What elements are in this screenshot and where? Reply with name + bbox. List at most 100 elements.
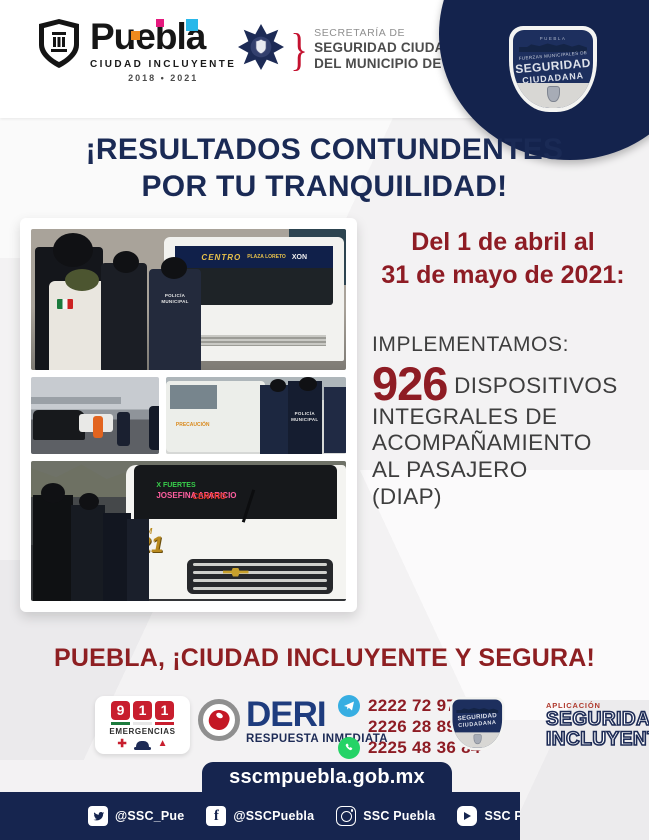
app-label: APLICACIÓN (546, 701, 601, 710)
twitter-icon[interactable] (88, 806, 108, 826)
skyline-silhouette (519, 43, 587, 52)
puebla-shield-icon (36, 18, 82, 75)
digit-1: 1 (155, 701, 174, 720)
social-bar: @SSC_Pue f @SSCPuebla SSC Puebla SSC P (0, 792, 520, 840)
youtube-handle[interactable]: SSC P (484, 809, 520, 823)
ssc-line1: SECRETARÍA DE (314, 27, 406, 40)
facebook-icon[interactable]: f (206, 806, 227, 826)
fire-alert-icon: ▲ (157, 738, 168, 749)
puebla-logo: Puebla CIUDAD INCLUYENTE 2018 • 2021 (36, 18, 236, 83)
mini-police-badge-icon (546, 86, 560, 102)
vest-text: POLICÍA MUNICIPAL (161, 293, 189, 304)
social-instagram[interactable]: SSC Puebla (336, 806, 435, 826)
officer-silhouette (324, 387, 346, 454)
officer-silhouette (149, 405, 159, 450)
photo-street-operation (31, 377, 159, 454)
helmet (41, 482, 65, 503)
bus-route-sign: CENTRO (192, 492, 227, 502)
seguridad-ciudadana-shield: PUEBLA FUERZAS MUNICIPALES DE SEGURIDAD … (509, 26, 597, 112)
cap (299, 377, 318, 392)
officer-silhouette (101, 263, 147, 371)
officer-silhouette (288, 381, 323, 454)
headline: ¡RESULTADOS CONTUNDENTES POR TU TRANQUIL… (85, 133, 564, 203)
deri-name: DERI (246, 695, 327, 734)
shield-bottom-band (513, 83, 593, 108)
instagram-icon[interactable] (336, 806, 357, 826)
seguridad-incluyente-app: SEGURIDAD CIUDADANA APLICACIÓN SEGURIDAD… (450, 697, 649, 783)
green-scarf (65, 269, 99, 291)
emergencias-label: EMERGENCIAS (109, 726, 176, 736)
cap (161, 257, 187, 279)
website-tab[interactable]: sscmpuebla.gob.mx (202, 762, 452, 792)
accent-square-pink (156, 19, 164, 27)
puebla-years: 2018 • 2021 (128, 73, 199, 83)
cap (270, 379, 287, 393)
vest-text: POLICÍA MUNICIPAL (291, 411, 319, 422)
social-youtube[interactable]: SSC P (457, 806, 520, 826)
deri-logo: DERI RESPUESTA INMEDIATA (198, 695, 388, 745)
digit-1: 1 (133, 701, 152, 720)
officer-silhouette (259, 385, 290, 454)
bus-shape: PRECAUCIÓN (166, 381, 265, 452)
photo-officers-by-bus: PRECAUCIÓN POLICÍA MUNICIPAL (166, 377, 346, 454)
photo-bus-front: X FUERTES JOSEFINA APARICIO CENTRO RM 21 (31, 460, 346, 601)
digit-9: 9 (111, 701, 130, 720)
officer-white-jacket (49, 281, 107, 371)
police-cap-icon (133, 740, 151, 750)
app-name-line1: SEGURIDAD (545, 709, 649, 730)
whatsapp-icon (338, 736, 360, 759)
helmet (53, 233, 93, 267)
shield-puebla-label: PUEBLA (539, 36, 567, 41)
stats-intro: IMPLEMENTAMOS: (372, 333, 570, 356)
bus-route-sign: JOSEFINA APARICIO (156, 491, 237, 501)
app-shield-icon: SEGURIDAD CIUDADANA (450, 697, 505, 751)
social-facebook[interactable]: f @SSCPuebla (206, 806, 314, 826)
bus-shape: X FUERTES JOSEFINA APARICIO CENTRO RM 21 (125, 464, 346, 600)
cap (79, 492, 99, 510)
bus-route-sign: CENTRO (201, 252, 242, 262)
red-brace-glyph: } (290, 23, 308, 75)
stats-block: 926 DISPOSITIVOS INTEGRALES DE ACOMPAÑAM… (372, 360, 636, 510)
instagram-handle[interactable]: SSC Puebla (363, 809, 436, 823)
emergency-911-logo: 9 1 1 EMERGENCIAS ✚ ▲ (95, 696, 190, 754)
accent-square-orange (131, 31, 140, 40)
officer-silhouette (33, 494, 73, 601)
bus-route-sign: X FUERTES (156, 482, 196, 490)
officer-silhouette (103, 512, 131, 601)
helmet (113, 251, 139, 273)
stat-number: 926 (372, 357, 448, 410)
bus-caution-text: PRECAUCIÓN (175, 422, 210, 429)
overpass (31, 397, 121, 404)
social-twitter[interactable]: @SSC_Pue (88, 806, 184, 826)
deri-target-icon (198, 699, 240, 741)
telegram-icon (338, 694, 360, 717)
bus-route-sign: PLAZA LORETO (247, 254, 286, 260)
bus-route-sign: XON (291, 253, 307, 261)
facebook-handle[interactable]: @SSCPuebla (233, 809, 315, 823)
phone-number: 2225 48 36 84 (368, 737, 481, 757)
officer-silhouette (149, 269, 201, 371)
accent-square-cyan (186, 19, 198, 31)
puebla-tagline: CIUDAD INCLUYENTE (90, 59, 237, 70)
mexico-flag-patch (57, 299, 73, 309)
orange-vest-figure (93, 415, 103, 438)
date-range: Del 1 de abril al 31 de mayo de 2021: (381, 228, 625, 289)
slogan: PUEBLA, ¡CIUDAD INCLUYENTE Y SEGURA! (53, 644, 596, 672)
youtube-icon[interactable] (457, 806, 478, 826)
medical-cross-icon: ✚ (117, 737, 127, 750)
puebla-wordmark: Puebla CIUDAD INCLUYENTE 2018 • 2021 (90, 18, 236, 83)
stat-description: DISPOSITIVOS INTEGRALES DE ACOMPAÑAMIENT… (372, 373, 618, 509)
chevrolet-bowtie-icon (222, 567, 249, 577)
officer-silhouette (117, 411, 130, 446)
photo-collage-card: CENTRO PLAZA LORETO XON POLICÍA MUNICIPA… (20, 218, 357, 612)
suv-silhouette (33, 409, 85, 440)
officer-silhouette (127, 518, 149, 601)
website-url[interactable]: sscmpuebla.gob.mx (229, 765, 425, 788)
police-star-icon (238, 24, 284, 75)
officer-silhouette (71, 504, 105, 601)
bus-grille (187, 559, 333, 595)
photo-bus-inspection: CENTRO PLAZA LORETO XON POLICÍA MUNICIPA… (31, 229, 346, 371)
twitter-handle[interactable]: @SSC_Pue (115, 809, 185, 823)
app-name-line2: INCLUYENTE (545, 728, 649, 750)
